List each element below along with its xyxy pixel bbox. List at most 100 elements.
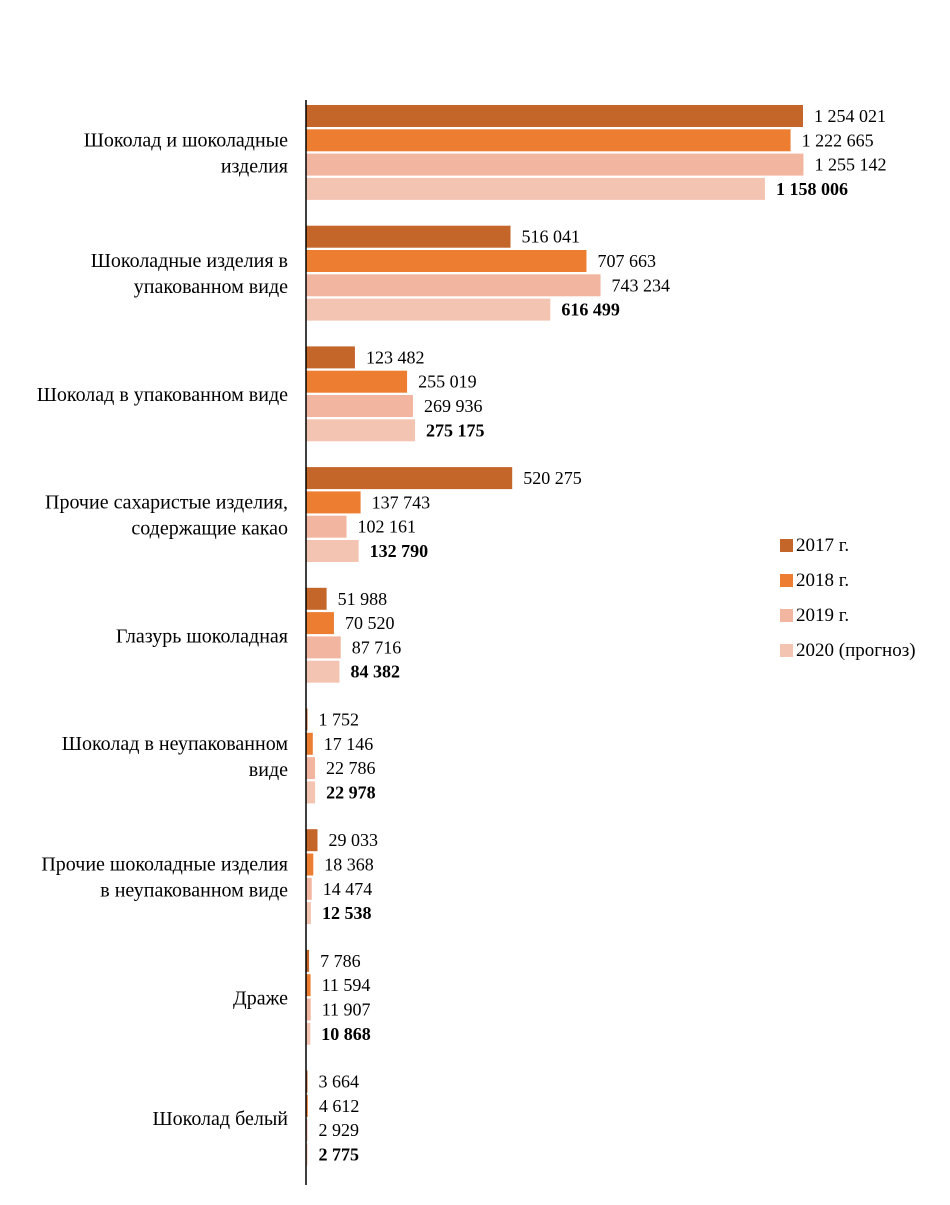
bar	[306, 949, 310, 972]
bar	[306, 974, 311, 997]
data-label: 14 474	[323, 879, 373, 899]
data-label: 84 382	[350, 662, 400, 682]
data-label: 22 978	[326, 782, 376, 802]
category-label-line: виде	[249, 759, 288, 781]
category-label-line: Драже	[233, 987, 288, 1009]
legend: 2017 г. 2018 г. 2019 г. 2020 (прогноз)	[780, 535, 916, 661]
category-label-line: Шоколад белый	[152, 1108, 288, 1130]
data-label: 1 255 142	[814, 155, 886, 175]
bar	[306, 250, 587, 272]
category-label: Шоколад и шоколадные изделия	[84, 129, 288, 177]
bar	[306, 636, 341, 659]
data-label: 269 936	[424, 396, 483, 416]
category-label-line: содержащие какао	[131, 518, 288, 540]
category-label-line: изделия	[221, 155, 288, 177]
category-label: Прочие шоколадные изделия в неупакованном…	[41, 854, 288, 902]
data-label: 7 786	[320, 951, 361, 971]
data-label: 616 499	[561, 300, 620, 320]
bar	[306, 467, 513, 490]
bar	[306, 274, 601, 297]
data-label: 10 868	[321, 1024, 371, 1044]
category-label: Глазурь шоколадная	[116, 625, 288, 647]
legend-swatch	[780, 574, 793, 587]
category-label-line: в неупакованном виде	[100, 880, 288, 902]
data-label: 11 594	[322, 975, 371, 995]
data-label: 132 790	[370, 541, 429, 561]
bar	[306, 129, 791, 152]
bar	[306, 877, 312, 900]
data-label: 1 254 021	[814, 106, 886, 126]
data-label: 520 275	[523, 468, 582, 488]
bar	[306, 540, 359, 562]
bar	[306, 105, 803, 127]
category-label: Шоколад в неупакованном виде	[62, 733, 289, 781]
data-label: 516 041	[522, 227, 581, 247]
bar	[306, 757, 316, 780]
bar	[306, 298, 551, 321]
bar	[306, 395, 413, 417]
data-label: 1 222 665	[802, 130, 874, 150]
bar	[306, 660, 340, 683]
category-label-line: Шоколад в упакованном виде	[37, 384, 288, 406]
data-label: 18 368	[324, 855, 374, 875]
data-label: 70 520	[345, 613, 395, 633]
data-label: 137 743	[372, 492, 431, 512]
data-label: 4 612	[319, 1096, 360, 1116]
category-label-line: упакованном виде	[134, 276, 288, 298]
bar	[306, 829, 318, 852]
legend-label: 2017 г.	[796, 535, 849, 556]
data-label: 12 538	[322, 903, 372, 923]
data-label: 17 146	[324, 734, 374, 754]
value-labels-layer: 1 254 021 1 222 665 1 255 142 1 158 006 516 …	[319, 106, 887, 1165]
data-label: 87 716	[352, 637, 402, 657]
category-label: Прочие сахаристые изделия, содержащие как…	[45, 492, 288, 540]
category-labels-layer: Шоколад и шоколадные изделия Шоколадные из…	[37, 129, 289, 1130]
category-label-line: Глазурь шоколадная	[116, 625, 288, 647]
legend-swatch	[780, 609, 793, 622]
bar	[306, 515, 347, 538]
category-label: Шоколад в упакованном виде	[37, 384, 288, 406]
bar	[306, 419, 416, 442]
bar	[306, 781, 316, 804]
bar	[306, 153, 804, 176]
data-label: 2 929	[319, 1120, 360, 1140]
data-label: 29 033	[329, 830, 379, 850]
category-label-line: Шоколад и шоколадные	[84, 129, 288, 151]
bar	[306, 587, 327, 610]
data-label: 102 161	[357, 517, 416, 537]
legend-label: 2020 (прогноз)	[796, 640, 916, 661]
data-label: 22 786	[326, 758, 376, 778]
data-label: 707 663	[597, 251, 656, 271]
bar	[306, 177, 765, 200]
category-label-line: Прочие шоколадные изделия	[41, 854, 288, 876]
data-label: 3 664	[319, 1072, 360, 1092]
legend-label: 2018 г.	[796, 570, 849, 591]
bar	[306, 612, 334, 635]
bar	[306, 998, 311, 1021]
category-label: Драже	[233, 987, 288, 1009]
bar	[306, 853, 314, 876]
bar	[306, 732, 313, 755]
data-label: 255 019	[418, 372, 477, 392]
bars-layer	[306, 105, 804, 1166]
bar	[306, 225, 511, 248]
bar	[306, 1094, 308, 1117]
category-label: Шоколад белый	[152, 1108, 288, 1130]
data-label: 51 988	[338, 589, 388, 609]
category-label-line: Прочие сахаристые изделия,	[45, 492, 288, 514]
category-label: Шоколадные изделия в упакованном виде	[91, 250, 288, 298]
data-label: 743 234	[612, 275, 671, 295]
legend-swatch	[780, 644, 793, 657]
bar	[306, 491, 361, 514]
data-label: 11 907	[322, 1000, 371, 1020]
legend-swatch	[780, 539, 793, 552]
data-label: 1 752	[319, 710, 360, 730]
bar	[306, 370, 408, 393]
bar	[306, 346, 355, 369]
data-label: 275 175	[426, 420, 485, 440]
bar	[306, 902, 311, 925]
data-label: 123 482	[366, 347, 425, 367]
legend-label: 2019 г.	[796, 605, 849, 626]
